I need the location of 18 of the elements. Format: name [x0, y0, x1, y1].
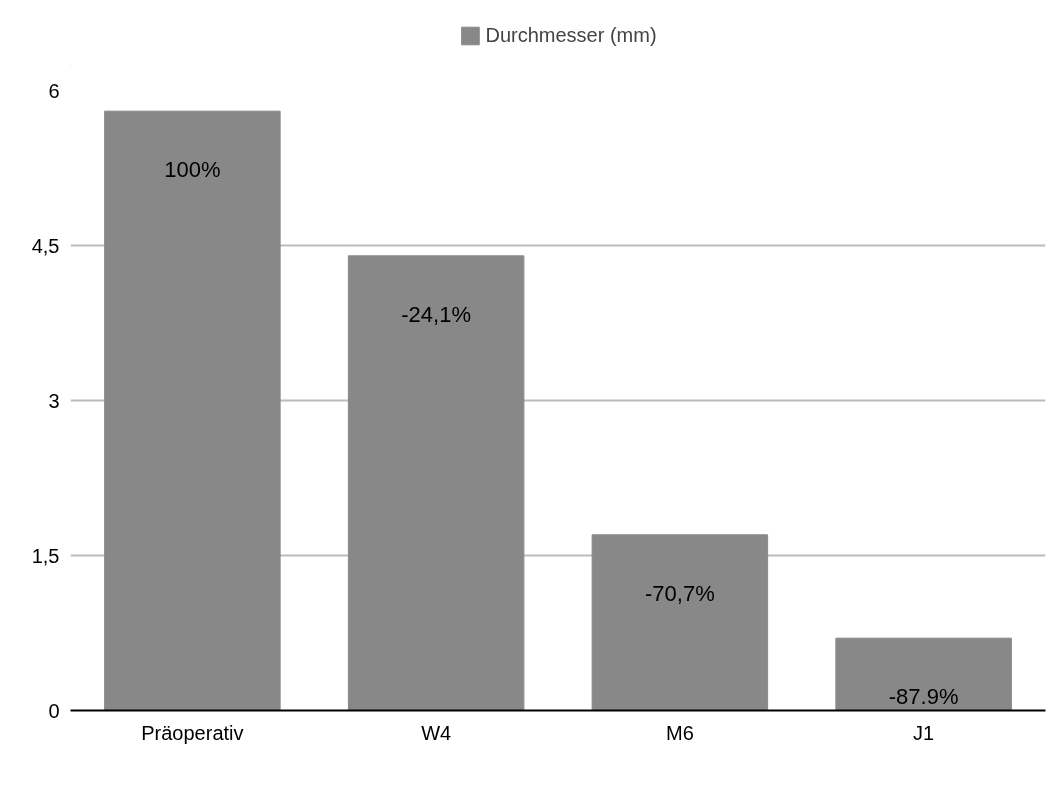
- x-tick-label: Präoperativ: [141, 721, 244, 744]
- y-tick-label: 3: [48, 389, 60, 412]
- bar: [591, 534, 769, 711]
- annotation: 100%: [164, 157, 221, 183]
- legend-label: Durchmesser (mm): [485, 23, 657, 47]
- y-tick-label: 1,5: [31, 544, 60, 567]
- annotation: -70,7%: [645, 580, 715, 606]
- y-tick-label: 4,5: [31, 234, 60, 257]
- y-tick-label: 0: [48, 699, 60, 722]
- bar: [347, 255, 525, 711]
- bar: [835, 637, 1012, 711]
- x-tick-label: M6: [665, 721, 694, 744]
- annotation: -24,1%: [401, 301, 471, 327]
- x-tick-label: W4: [421, 721, 452, 744]
- bar: [104, 110, 281, 711]
- y-tick-label: 6: [48, 79, 60, 102]
- x-tick-label: J1: [913, 721, 935, 744]
- annotation: -87.9%: [888, 684, 959, 710]
